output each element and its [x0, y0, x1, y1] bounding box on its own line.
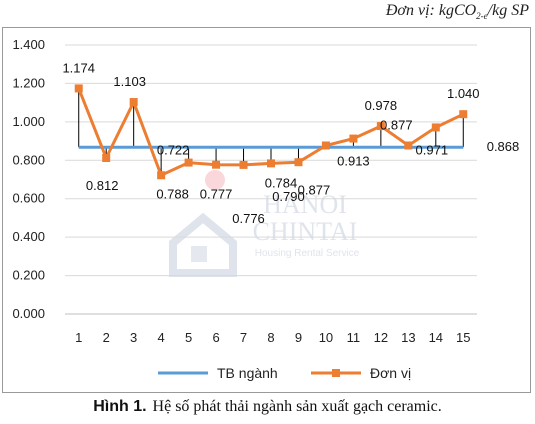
- series-layer: [74, 84, 468, 180]
- y-tick-label: 0.400: [12, 229, 45, 244]
- data-label: 0.788: [156, 187, 189, 202]
- watermark: HANOI CHINTAI Housing Rental Service: [169, 170, 360, 277]
- data-label: 1.174: [62, 60, 95, 75]
- data-point-marker: [184, 158, 193, 167]
- legend-label-tb-nganh: TB ngành: [217, 365, 278, 381]
- watermark-line2: CHINTAI: [253, 217, 358, 246]
- x-tick-label: 10: [319, 330, 333, 345]
- data-point-marker: [157, 171, 166, 180]
- data-labels: 1.174 0.812 1.103 0.722 0.788 0.777 0.776 0.784…: [62, 60, 519, 225]
- chart: HANOI CHINTAI Housing Rental Service 0.0…: [12, 37, 519, 381]
- caption-text: Hệ số phát thải ngành sản xuất gạch cera…: [152, 398, 442, 415]
- data-label: 0.978: [365, 98, 398, 113]
- data-point-marker: [239, 160, 248, 169]
- y-tick-label: 0.800: [12, 152, 45, 167]
- y-tick-label: 0.600: [12, 191, 45, 206]
- y-tick-label: 1.400: [12, 37, 45, 52]
- data-label: 0.722: [157, 142, 190, 157]
- y-tick-label: 0.200: [12, 268, 45, 283]
- data-point-marker: [212, 160, 221, 169]
- x-tick-label: 7: [240, 330, 247, 345]
- data-point-marker: [294, 158, 303, 167]
- x-axis: 1 2 3 4 5 6 7 8 9 10 11 12 13 14 15: [65, 313, 477, 345]
- house-window-icon: [191, 246, 207, 262]
- data-point-marker: [102, 153, 111, 162]
- data-point-marker: [376, 122, 385, 131]
- data-label-tb-nganh: 0.868: [487, 139, 520, 154]
- x-tick-label: 12: [374, 330, 388, 345]
- watermark-line3: Housing Rental Service: [255, 248, 360, 259]
- x-tick-label: 15: [456, 330, 470, 345]
- x-tick-label: 8: [267, 330, 274, 345]
- house-logo-icon: [169, 212, 237, 277]
- data-label: 0.971: [416, 142, 449, 157]
- x-tick-label: 11: [347, 330, 361, 345]
- data-point-marker: [404, 141, 413, 150]
- chart-frame: HANOI CHINTAI Housing Rental Service 0.0…: [2, 27, 531, 393]
- data-label: 0.777: [200, 187, 233, 202]
- x-tick-label: 1: [75, 330, 82, 345]
- y-tick-label: 1.200: [12, 75, 45, 90]
- data-point-marker: [129, 98, 138, 107]
- data-label: 0.790: [272, 189, 305, 204]
- data-label: 0.812: [86, 178, 119, 193]
- legend: TB ngành Đơn vị: [158, 365, 411, 381]
- x-tick-label: 2: [103, 330, 110, 345]
- y-tick-label: 0.000: [12, 306, 45, 321]
- x-tick-label: 14: [429, 330, 443, 345]
- legend-label-don-vi: Đơn vị: [370, 365, 411, 381]
- data-point-marker: [349, 134, 358, 143]
- data-label: 1.103: [113, 74, 146, 89]
- unit-label: Đơn vị: kgCO2-e/kg SP: [385, 2, 529, 22]
- data-label: 1.040: [447, 86, 480, 101]
- y-axis: 0.000 0.200 0.400 0.600 0.800 1.000 1.200 1.400: [12, 37, 477, 321]
- data-label: 0.877: [298, 182, 331, 197]
- x-tick-label: 6: [212, 330, 219, 345]
- y-tick-label: 1.000: [12, 114, 45, 129]
- x-tick-label: 5: [185, 330, 192, 345]
- x-tick-label: 4: [158, 330, 165, 345]
- data-point-marker: [74, 84, 83, 93]
- data-label: 0.913: [337, 154, 370, 169]
- data-label: 0.784: [265, 175, 298, 190]
- legend-marker-don-vi: [332, 369, 340, 377]
- x-tick-label: 9: [295, 330, 302, 345]
- data-label: 0.877: [380, 117, 413, 132]
- data-point-marker: [267, 159, 275, 168]
- data-point-marker: [459, 110, 468, 119]
- data-point-marker: [431, 123, 440, 132]
- pink-dot-icon: [205, 170, 225, 190]
- data-point-marker: [321, 141, 330, 150]
- data-label: 0.776: [232, 211, 265, 226]
- x-tick-label: 13: [401, 330, 415, 345]
- watermark-line1: HANOI: [263, 190, 347, 219]
- x-tick-label: 3: [130, 330, 137, 345]
- figure-caption: Hình 1. Hệ số phát thải ngành sản xuất gạ…: [0, 398, 535, 416]
- caption-label: Hình 1.: [93, 398, 147, 415]
